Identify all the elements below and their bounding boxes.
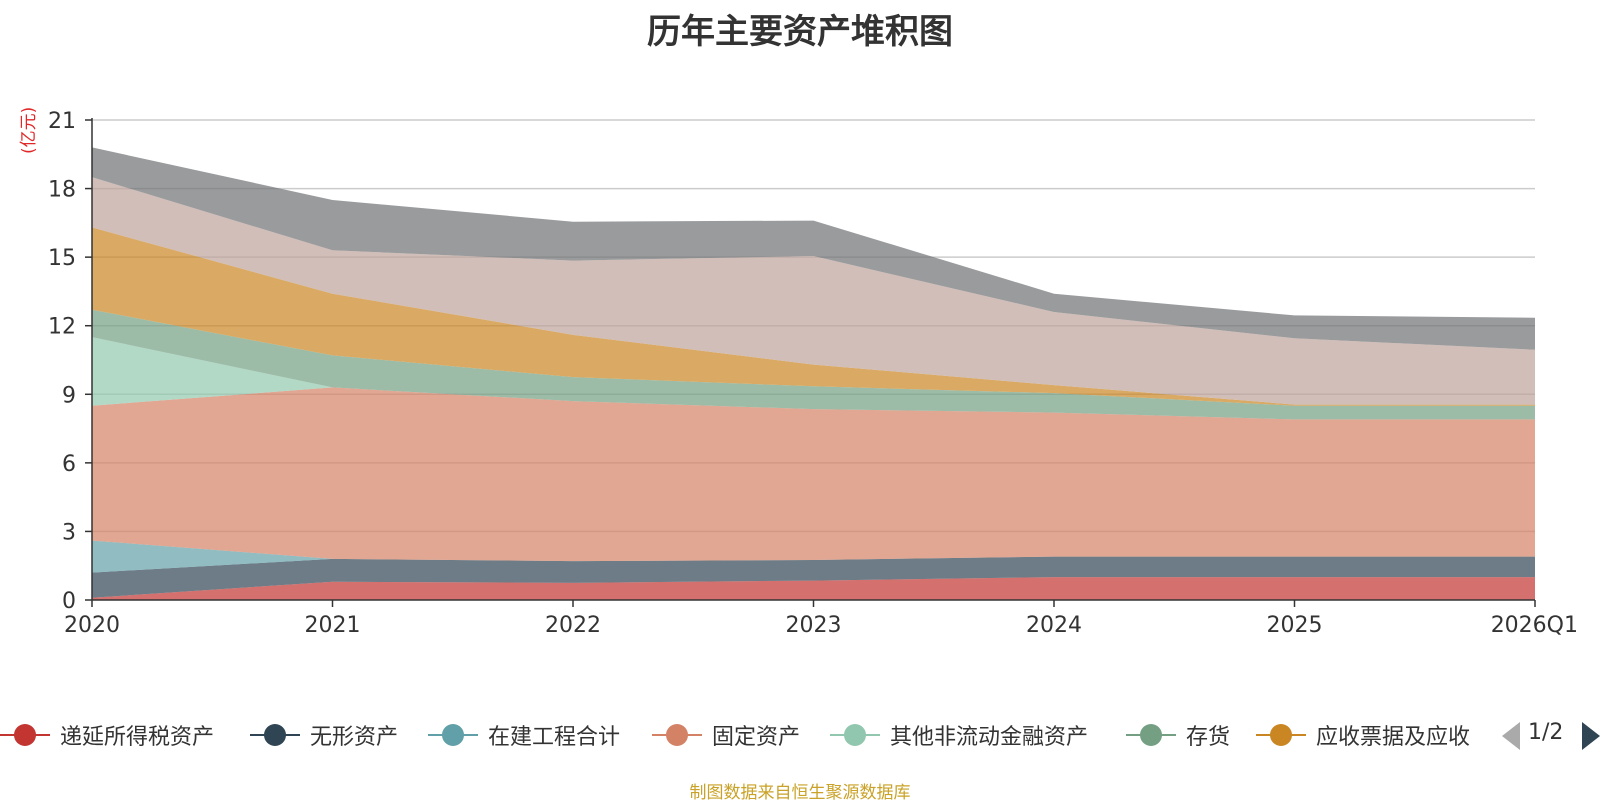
area-series (92, 227, 1535, 406)
legend-next-page-icon[interactable] (1582, 722, 1600, 750)
legend-label: 其他非流动金融资产 (890, 725, 1089, 750)
y-tick-label: 18 (48, 178, 76, 203)
legend-marker-icon (1256, 718, 1306, 752)
legend-label: 固定资产 (712, 725, 801, 750)
area-series (92, 309, 1535, 420)
y-tick-label: 6 (62, 452, 76, 477)
y-tick-label: 12 (48, 315, 76, 340)
legend-marker-icon (830, 718, 880, 752)
area-series (92, 387, 1535, 562)
x-tick-label: 2021 (305, 613, 361, 638)
y-tick-label: 0 (62, 589, 76, 614)
area-series (92, 577, 1535, 600)
legend-label: 在建工程合计 (488, 725, 621, 750)
legend-item[interactable]: 在建工程合计 (428, 718, 620, 752)
legend-pager: 1/2 (1502, 718, 1600, 752)
y-tick-label: 15 (48, 246, 76, 271)
legend-marker-icon (1126, 718, 1176, 752)
y-tick-label: 21 (48, 109, 76, 134)
legend: 递延所得税资产 无形资产 在建工程合计 固定资产 其他非流动金融资产 存货 应收票据及应收 (0, 718, 1600, 752)
legend-marker-icon (428, 718, 478, 752)
legend-label: 应收票据及应收 (1316, 725, 1471, 750)
area-series (92, 177, 1535, 405)
legend-item[interactable]: 固定资产 (652, 718, 800, 752)
data-source-note: 制图数据来自恒生聚源数据库 (689, 783, 911, 803)
chart-title: 历年主要资产堆积图 (647, 12, 953, 52)
x-tick-label: 2022 (545, 613, 601, 638)
legend-marker-icon (652, 718, 702, 752)
x-tick-label: 2026Q1 (1491, 613, 1578, 638)
x-tick-label: 2024 (1026, 613, 1082, 638)
legend-item[interactable]: 递延所得税资产 (0, 718, 214, 752)
y-tick-label: 9 (62, 383, 76, 408)
legend-page-indicator: 1/2 (1528, 720, 1564, 745)
legend-item[interactable]: 其他非流动金融资产 (830, 718, 1088, 752)
legend-label: 存货 (1186, 725, 1231, 750)
legend-label: 递延所得税资产 (60, 725, 215, 750)
legend-marker-icon (0, 718, 50, 752)
y-tick-label: 3 (62, 520, 76, 545)
legend-label: 无形资产 (310, 725, 399, 750)
legend-item[interactable]: 存货 (1126, 718, 1230, 752)
legend-marker-icon (250, 718, 300, 752)
x-tick-label: 2025 (1267, 613, 1323, 638)
area-series (92, 147, 1535, 350)
x-tick-label: 2020 (64, 613, 120, 638)
legend-item[interactable]: 无形资产 (250, 718, 398, 752)
x-tick-label: 2023 (786, 613, 842, 638)
legend-item[interactable]: 应收票据及应收 (1256, 718, 1470, 752)
legend-prev-page-icon[interactable] (1502, 722, 1520, 750)
area-series (92, 556, 1535, 598)
